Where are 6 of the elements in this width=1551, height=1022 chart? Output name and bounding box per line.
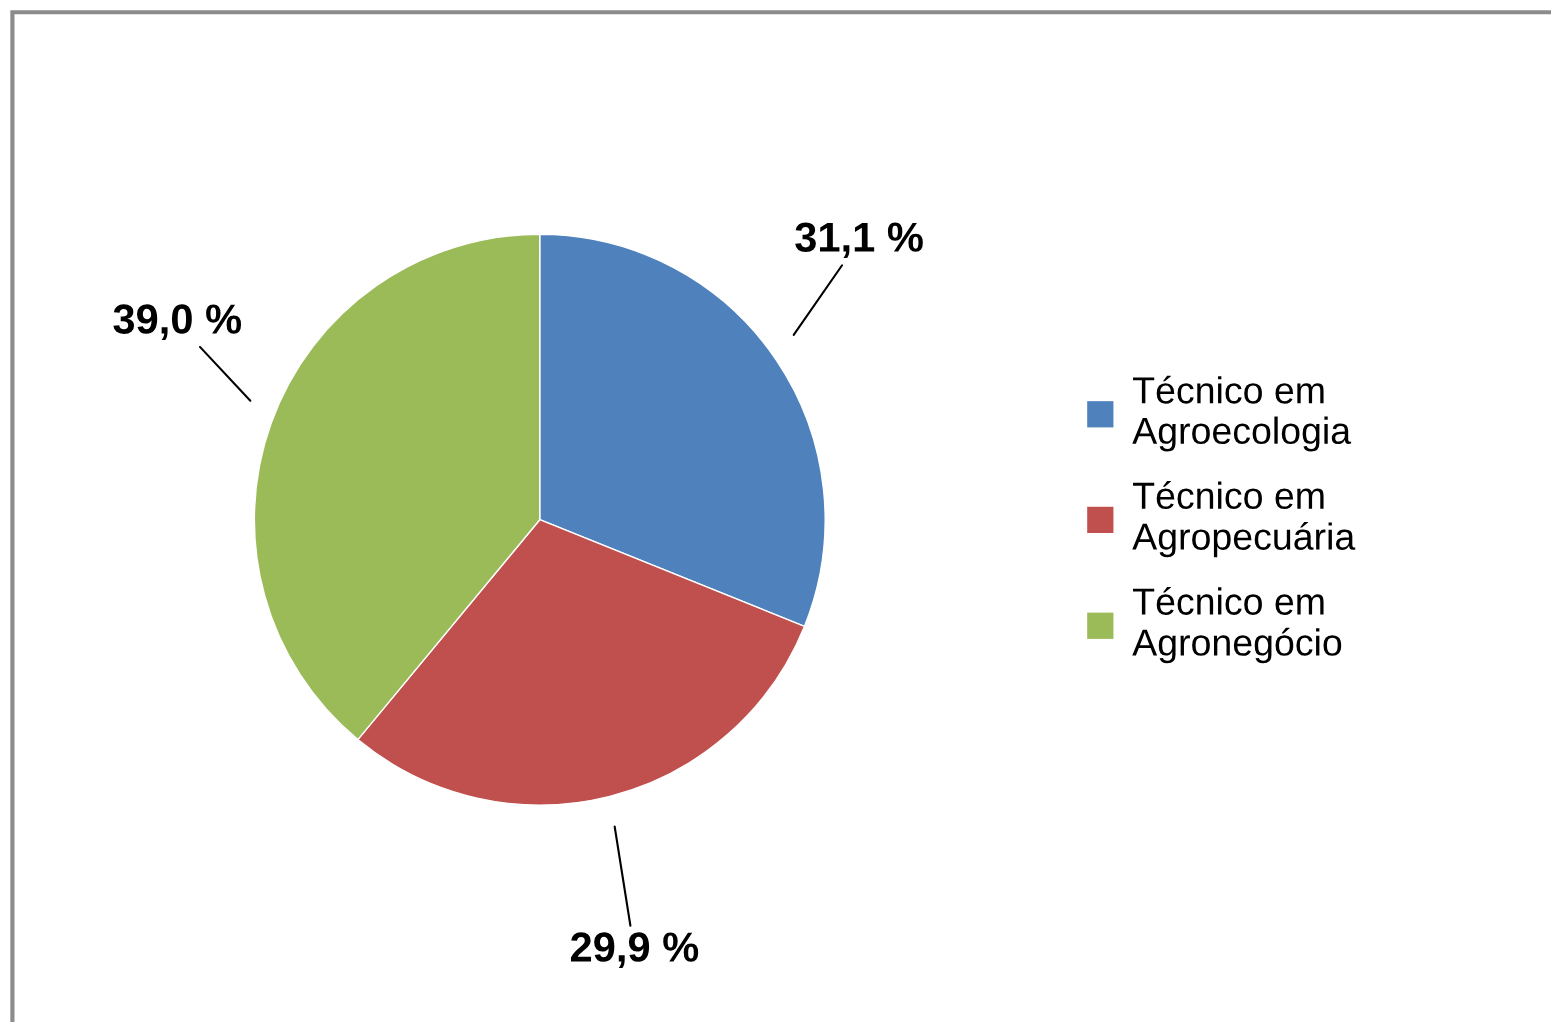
data-label: 39,0 % [113,304,242,340]
legend-label: Técnico em Agronegócio [1132,586,1342,664]
data-label: 31,1 % [795,222,923,258]
legend-label: Técnico em Agropecuária [1132,481,1356,558]
legend-label: Técnico em Agroecologia [1132,375,1352,452]
data-label: 29,9 % [570,932,699,968]
